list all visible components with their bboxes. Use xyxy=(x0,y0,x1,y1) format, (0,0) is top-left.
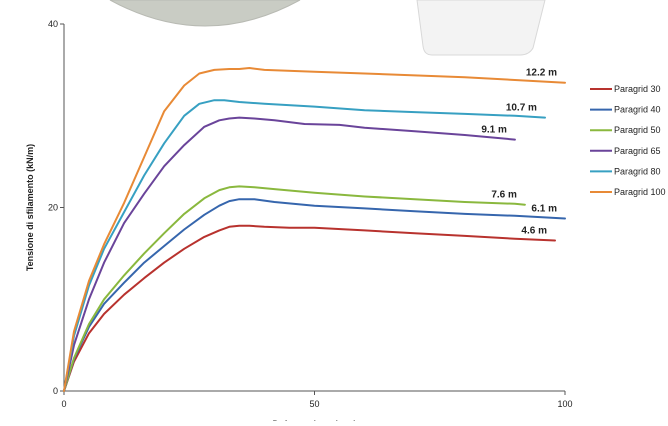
legend-label: Paragrid 100 xyxy=(614,187,666,197)
series-end-label: 10.7 m xyxy=(506,103,537,114)
end-labels: 4.6 m 6.1 m 7.6 m 9.1 m 10.7 m 12.2 m xyxy=(481,68,557,237)
series-line-4 xyxy=(63,99,546,392)
series-end-label: 4.6 m xyxy=(521,226,547,237)
legend: Paragrid 30 Paragrid 40 Paragrid 50 Paragri… xyxy=(590,84,666,197)
y-tick-label: 20 xyxy=(48,203,58,213)
series-line-3 xyxy=(63,116,516,392)
legend-label: Paragrid 50 xyxy=(614,125,661,135)
series-end-label: 6.1 m xyxy=(531,204,557,215)
series-end-label: 9.1 m xyxy=(481,125,507,136)
y-tick-label: 0 xyxy=(53,386,58,396)
x-tick-label: 0 xyxy=(61,399,66,409)
series-line-5 xyxy=(63,67,566,392)
series-line-2 xyxy=(63,185,526,392)
y-axis-title: Tensione di sfilamento (kN/m) xyxy=(25,144,35,271)
series-line-0 xyxy=(63,224,556,392)
legend-label: Paragrid 40 xyxy=(614,105,661,115)
y-tick-label: 40 xyxy=(48,19,58,29)
legend-label: Paragrid 80 xyxy=(614,166,661,176)
series-end-label: 7.6 m xyxy=(491,190,517,201)
legend-label: Paragrid 65 xyxy=(614,146,661,156)
x-tick-label: 50 xyxy=(309,399,319,409)
series-line-1 xyxy=(63,198,566,392)
series-end-label: 12.2 m xyxy=(526,68,557,79)
x-tick-label: 100 xyxy=(557,399,572,409)
legend-label: Paragrid 30 xyxy=(614,84,661,94)
series-layer xyxy=(63,67,566,392)
decorative-photo-cutouts xyxy=(109,0,546,56)
